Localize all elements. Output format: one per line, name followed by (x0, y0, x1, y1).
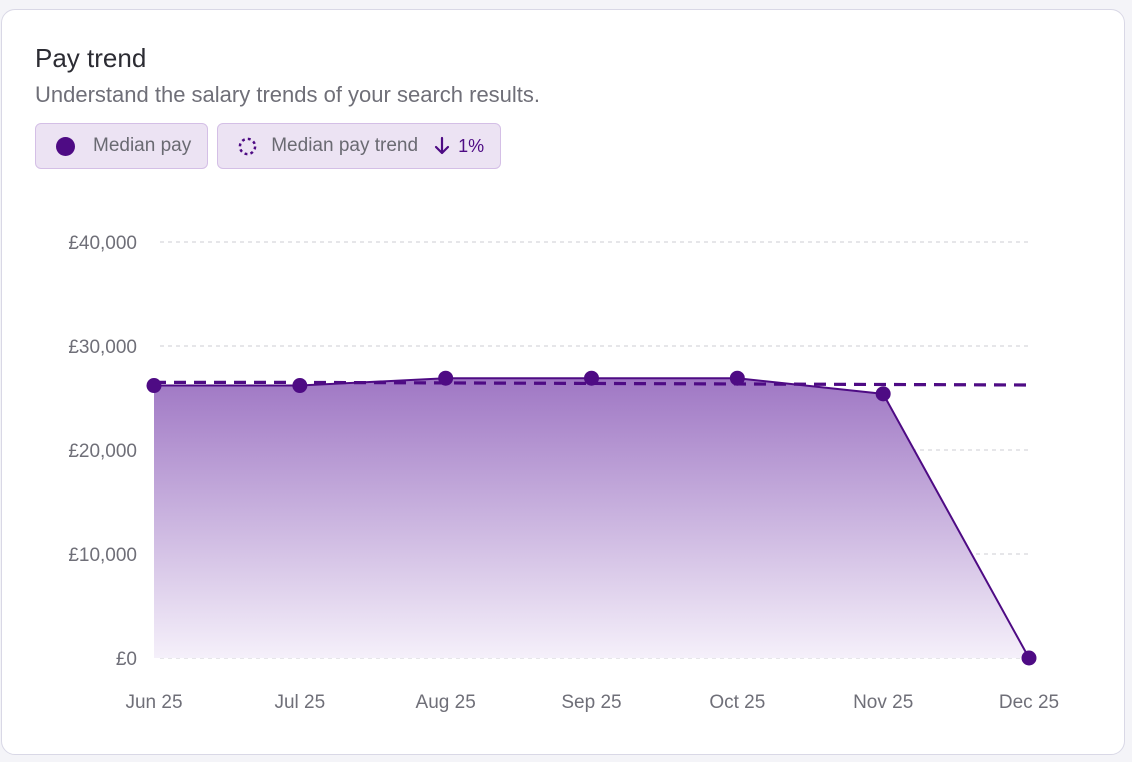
chart-legend: Median pay Median pay trend 1% (35, 123, 502, 169)
y-tick-label: £0 (116, 649, 137, 670)
x-tick-label: Oct 25 (709, 692, 765, 713)
legend-median-pay-trend-toggle[interactable]: Median pay trend 1% (217, 123, 502, 169)
legend-median-pay-label: Median pay (93, 135, 192, 156)
median-pay-area (154, 378, 1029, 658)
y-tick-label: £30,000 (68, 337, 137, 358)
median-pay-point (438, 370, 454, 386)
median-pay-point (1021, 650, 1037, 666)
dashed-circle-icon (238, 137, 257, 155)
y-tick-label: £10,000 (68, 545, 137, 566)
x-tick-label: Dec 25 (999, 692, 1059, 713)
median-pay-point (292, 378, 308, 394)
legend-median-pay-trend-label: Median pay trend (271, 135, 419, 156)
arrow-down-icon (434, 136, 450, 155)
median-pay-point (729, 370, 745, 386)
y-tick-label: £20,000 (68, 441, 137, 462)
median-pay-point (584, 370, 599, 386)
median-pay-point (875, 386, 891, 402)
solid-dot-icon (56, 136, 75, 156)
trend-indicator: 1% (434, 136, 484, 157)
x-tick-label: Aug 25 (416, 692, 476, 713)
x-tick-label: Jun 25 (125, 692, 182, 713)
card-subtitle: Understand the salary trends of your sea… (35, 82, 541, 107)
trend-value: 1% (458, 135, 485, 156)
legend-median-pay-toggle[interactable]: Median pay (35, 123, 209, 169)
x-tick-label: Jul 25 (274, 692, 325, 713)
x-tick-label: Nov 25 (853, 692, 913, 713)
x-tick-label: Sep 25 (561, 692, 621, 713)
card-title: Pay trend (35, 43, 147, 73)
median-pay-point (146, 378, 162, 394)
y-tick-label: £40,000 (68, 233, 137, 254)
